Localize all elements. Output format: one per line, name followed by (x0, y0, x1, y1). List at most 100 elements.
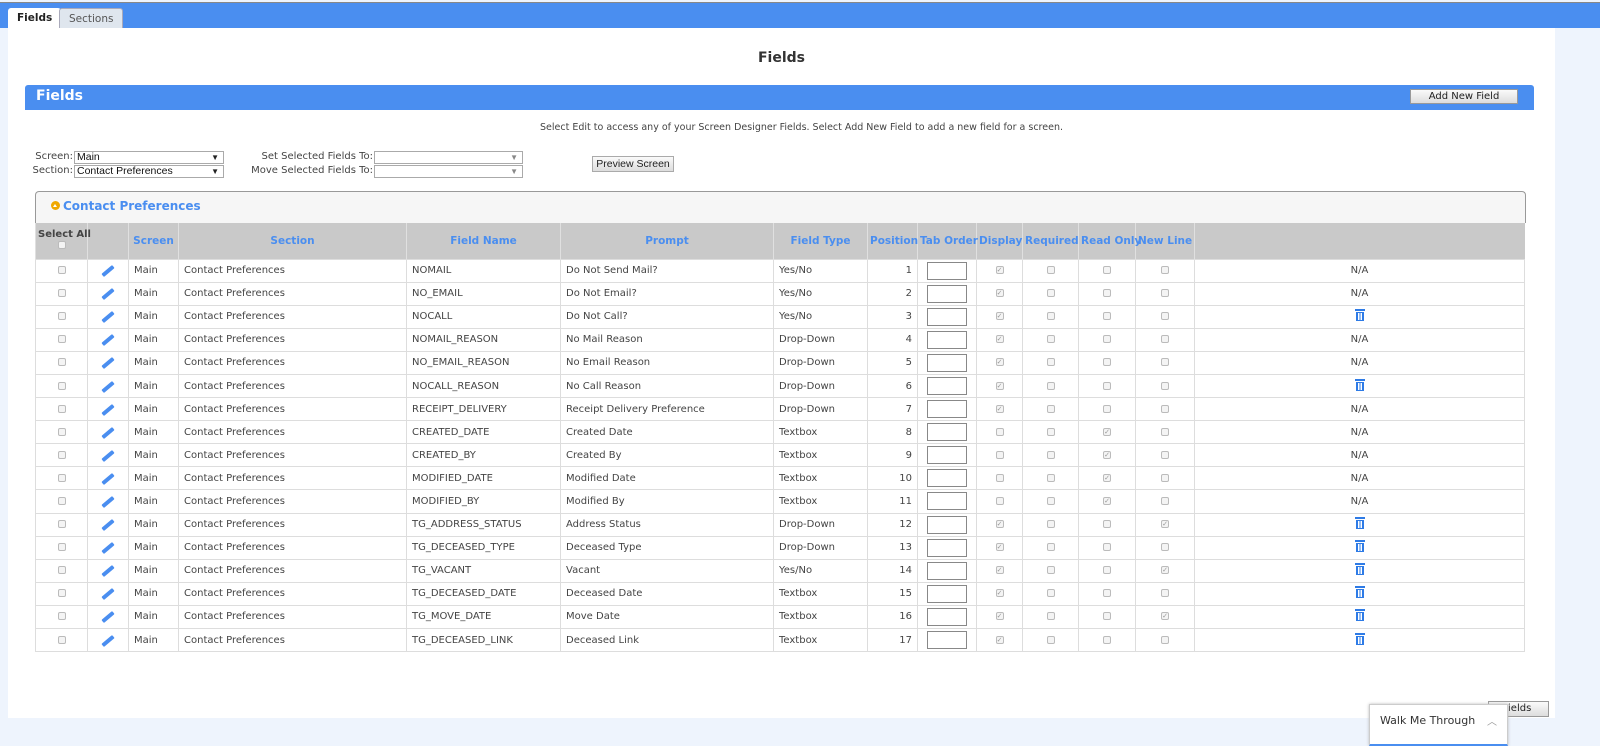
row-select-checkbox[interactable] (57, 635, 66, 644)
prompt-value: No Email Reason (566, 357, 651, 369)
table-cell: Do Not Email? (560, 281, 774, 306)
pencil-icon[interactable] (101, 311, 115, 324)
table-cell: Textbox (773, 443, 868, 468)
table-cell: RECEIPT_DELIVERY (406, 397, 561, 422)
table-cell: Textbox (773, 604, 868, 630)
walk-me-through-widget[interactable]: Walk Me Through ︿ (1369, 704, 1508, 746)
table-cell (35, 443, 88, 468)
newline-checkbox: ✓ (1161, 566, 1169, 575)
row-select-checkbox[interactable] (57, 312, 66, 321)
newline-checkbox: ✓ (1161, 612, 1169, 621)
trash-icon[interactable] (1354, 378, 1365, 391)
row-select-checkbox[interactable] (57, 589, 66, 598)
table-cell: N/A (1194, 350, 1525, 375)
tab-order-input[interactable] (927, 330, 967, 349)
preview-screen-button[interactable]: Preview Screen (592, 156, 674, 172)
pencil-icon[interactable] (101, 334, 115, 347)
tab-order-input[interactable] (927, 284, 967, 303)
table-cell (35, 350, 88, 375)
row-select-checkbox[interactable] (57, 289, 66, 298)
move-selected-select[interactable]: ▼ (374, 165, 523, 178)
tab-order-input[interactable] (927, 377, 967, 396)
row-select-checkbox[interactable] (57, 612, 66, 621)
table-cell: 2 (867, 281, 918, 306)
select-all-checkbox[interactable] (57, 241, 66, 249)
action-value: N/A (1350, 495, 1369, 507)
tab-order-input[interactable] (927, 261, 967, 280)
section-panel-header[interactable]: Contact Preferences (35, 191, 1526, 223)
row-select-checkbox[interactable] (57, 381, 66, 390)
trash-icon[interactable] (1354, 586, 1365, 599)
row-select-checkbox[interactable] (57, 450, 66, 459)
collapse-icon[interactable] (51, 201, 60, 210)
tab-order-input[interactable] (927, 423, 967, 442)
screen-value: Main (134, 265, 158, 277)
table-row: Main Contact Preferences NOMAIL_REASON No M… (35, 327, 1525, 352)
chevron-up-icon[interactable]: ︿ (1487, 717, 1497, 728)
row-select-checkbox[interactable] (57, 404, 66, 413)
newline-checkbox (1161, 543, 1169, 552)
tab-order-input[interactable] (927, 584, 967, 603)
pencil-icon[interactable] (101, 495, 115, 509)
tab-order-input[interactable] (927, 492, 967, 511)
pencil-icon[interactable] (101, 449, 115, 462)
pencil-icon[interactable] (101, 472, 115, 485)
pencil-icon[interactable] (101, 588, 115, 601)
pencil-icon[interactable] (101, 426, 115, 439)
table-row: Main Contact Preferences NOCALL_REASON No C… (35, 373, 1525, 399)
tab-order-input[interactable] (927, 538, 967, 557)
screen-select[interactable]: Main ▼ (74, 151, 224, 164)
row-select-checkbox[interactable] (57, 473, 66, 482)
column-header-label: Required (1025, 234, 1079, 247)
section-select[interactable]: Contact Preferences ▼ (74, 165, 224, 178)
row-select-checkbox[interactable] (57, 566, 66, 575)
tab-order-input[interactable] (927, 353, 967, 372)
tab-order-input[interactable] (927, 446, 967, 465)
tab-sections[interactable]: Sections (59, 8, 124, 30)
trash-icon[interactable] (1354, 309, 1365, 322)
pencil-icon[interactable] (101, 357, 115, 370)
trash-icon[interactable] (1354, 609, 1365, 622)
screen-select-value: Main (77, 151, 100, 163)
trash-icon[interactable] (1354, 517, 1365, 530)
tab-order-input[interactable] (927, 561, 967, 580)
row-select-checkbox[interactable] (57, 266, 66, 275)
tab-order-input[interactable] (927, 400, 967, 419)
pencil-icon[interactable] (101, 565, 115, 578)
table-cell (1135, 627, 1195, 653)
table-cell (1194, 512, 1525, 537)
pencil-icon[interactable] (101, 542, 115, 555)
row-select-checkbox[interactable] (57, 427, 66, 436)
table-cell: Contact Preferences (178, 281, 407, 306)
table-cell: Main (128, 604, 179, 630)
pencil-icon[interactable] (101, 380, 115, 393)
prompt-value: Deceased Type (566, 542, 642, 554)
pencil-icon[interactable] (101, 519, 115, 532)
set-selected-select[interactable]: ▼ (374, 151, 523, 164)
row-select-checkbox[interactable] (57, 358, 66, 367)
screen-value: Main (134, 611, 158, 623)
table-cell (1194, 558, 1525, 583)
pencil-icon[interactable] (101, 403, 115, 416)
table-row: Main Contact Preferences NO_EMAIL Do Not Em… (35, 281, 1525, 306)
trash-icon[interactable] (1354, 563, 1365, 576)
row-select-checkbox[interactable] (57, 496, 66, 505)
pencil-icon[interactable] (101, 634, 115, 647)
trash-icon[interactable] (1354, 632, 1365, 645)
row-select-checkbox[interactable] (57, 335, 66, 344)
tab-order-input[interactable] (927, 631, 967, 650)
row-select-checkbox[interactable] (57, 543, 66, 552)
table-cell: Yes/No (773, 258, 868, 283)
trash-icon[interactable] (1354, 540, 1365, 553)
tab-order-input[interactable] (927, 469, 967, 488)
tab-order-input[interactable] (927, 515, 967, 534)
pencil-icon[interactable] (101, 265, 115, 278)
row-select-checkbox[interactable] (57, 520, 66, 529)
tab-fields[interactable]: Fields (8, 8, 62, 30)
pencil-icon[interactable] (101, 288, 115, 301)
pencil-icon[interactable] (101, 611, 115, 624)
tab-order-input[interactable] (927, 607, 967, 626)
add-new-field-button[interactable]: Add New Field (1410, 89, 1518, 104)
tab-order-input[interactable] (927, 307, 967, 326)
table-cell (917, 373, 977, 399)
